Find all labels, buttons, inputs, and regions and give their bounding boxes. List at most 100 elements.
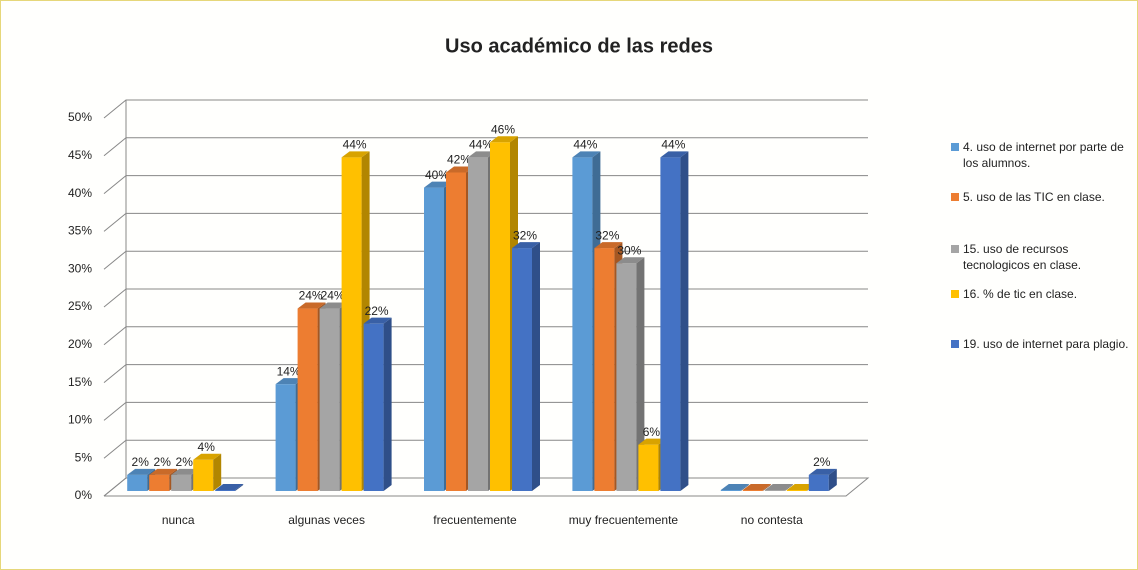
bar [215,490,236,491]
legend-entry: 19. uso de internet para plagio. [951,336,1133,352]
x-tick-label: no contesta [740,513,803,527]
bar-side [532,242,540,491]
bar-top [424,181,452,188]
bar-top [572,151,601,158]
bar-side [828,468,837,491]
bar-side [740,484,749,491]
bar-top [720,484,749,490]
bar-top [468,151,496,158]
bar [786,490,807,491]
data-label: 44% [573,138,597,152]
bar-top [171,468,200,475]
data-label: 14% [277,364,301,378]
y-tick-label: 15% [68,375,92,389]
bar [275,384,296,491]
y-tick-label: 35% [68,224,92,238]
data-label: 2% [154,455,172,469]
bar-top [786,484,815,490]
grid-line [103,99,868,119]
data-label: 2% [176,455,194,469]
x-tick-label: muy frecuentemente [568,513,679,527]
y-tick-label: 30% [68,261,92,275]
bar-top [512,242,540,249]
bar [764,490,785,491]
bar-top [594,242,623,249]
data-label: 24% [299,289,323,303]
y-tick-label: 20% [68,337,92,351]
data-label: 44% [343,138,367,152]
bar-top [446,166,474,173]
bar [297,308,318,491]
bar-side [680,151,689,492]
bar [149,474,170,491]
bar [572,157,593,492]
legend-entry: 5. uso de las TIC en clase. [951,189,1133,205]
y-tick-label: 50% [68,110,92,124]
bar [363,323,384,491]
data-label: 2% [132,455,150,469]
data-label: 42% [447,153,471,167]
bar [742,490,763,491]
bar-side [762,484,771,491]
legend-entry: 4. uso de internet por parte de los alum… [951,139,1133,171]
y-tick-label: 25% [68,299,92,313]
data-label: 22% [365,304,389,318]
y-tick-label: 5% [75,450,93,464]
bar-top [638,438,667,445]
data-label: 4% [198,440,216,454]
bar [808,474,829,491]
x-tick-label: nunca [161,513,195,527]
y-tick-label: 40% [68,186,92,200]
data-label: 46% [491,122,515,136]
bar-top [490,136,518,143]
grid-line [103,137,868,157]
bar-top [660,151,689,158]
data-label: 44% [661,138,685,152]
bar-top [363,317,392,324]
bar [720,490,741,491]
x-tick-label: frecuentemente [433,513,517,527]
bar-top [275,378,304,385]
bar-side [235,484,244,491]
bar-side [784,484,793,491]
bar-side [213,453,222,491]
legend-swatch [951,193,959,201]
bar-top [616,257,645,264]
grid-line [103,212,868,232]
bar-side [636,257,645,491]
bar [490,142,510,492]
bar-top [127,468,156,475]
bar-top [215,484,244,490]
x-tick-label: algunas veces [288,513,365,527]
data-label: 32% [595,228,619,242]
legend-entry: 15. uso de recursos tecnologicos en clas… [951,241,1133,273]
chart-title: Uso académico de las redes [445,35,713,57]
y-tick-label: 45% [68,148,92,162]
bar [616,263,637,491]
legend-swatch [951,340,959,348]
bar [171,474,192,491]
bar [638,444,659,491]
bar-top [297,302,326,309]
data-label: 44% [469,138,493,152]
bar [319,308,340,491]
data-label: 40% [425,168,449,182]
bar [660,157,681,492]
bar [127,474,148,491]
bar-top [764,484,793,490]
data-label: 24% [321,289,345,303]
data-label: 2% [813,455,831,469]
data-label: 6% [643,425,661,439]
bar-top [149,468,178,475]
y-tick-label: 0% [75,488,93,502]
bar [446,172,466,492]
data-label: 30% [617,243,641,257]
grid-line [103,175,868,194]
bar [424,187,444,491]
bar [594,248,615,491]
bar [193,459,214,491]
data-label: 32% [513,228,537,242]
legend-swatch [951,143,959,151]
